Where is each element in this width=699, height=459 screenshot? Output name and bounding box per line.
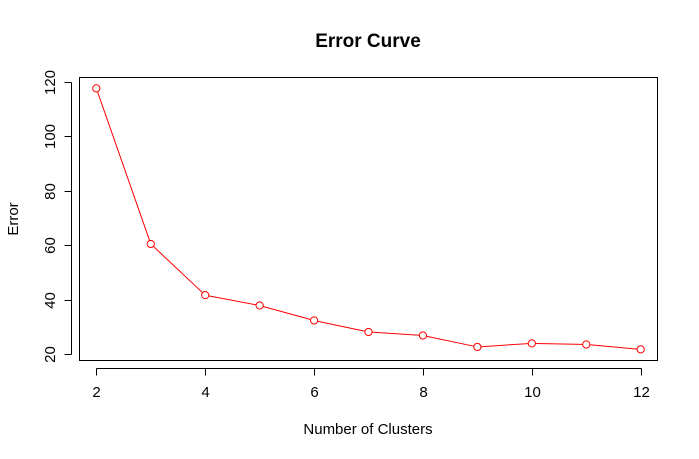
x-tick-label: 6 <box>310 384 318 401</box>
chart-title: Error Curve <box>315 31 421 52</box>
data-point <box>201 291 210 300</box>
y-tick-label: 20 <box>42 346 59 363</box>
series-layer <box>92 84 645 354</box>
x-tick-label: 4 <box>201 384 209 401</box>
series-line-segment <box>208 295 257 306</box>
x-tick-label: 8 <box>419 384 427 401</box>
series-line-segment <box>535 342 583 345</box>
y-tick-label: 40 <box>42 292 59 309</box>
series-line-segment <box>426 335 474 347</box>
x-tick-label: 12 <box>633 384 650 401</box>
series-line-segment <box>480 343 529 348</box>
y-tick-label: 120 <box>42 70 59 95</box>
x-axis-label: Number of Clusters <box>303 421 432 438</box>
data-point <box>255 301 264 310</box>
data-point <box>92 84 101 93</box>
data-point <box>364 327 373 337</box>
data-point <box>309 316 319 325</box>
data-point <box>473 342 482 352</box>
series-line-segment <box>262 305 311 321</box>
y-tick-label: 80 <box>42 183 59 200</box>
data-point <box>636 345 645 354</box>
data-point <box>418 331 428 340</box>
x-axis: 2 4 6 8 10 12 <box>92 368 650 401</box>
data-point <box>582 340 591 349</box>
series-line-segment <box>372 331 420 336</box>
series-line-segment <box>317 320 366 332</box>
y-tick-label: 100 <box>42 124 59 149</box>
series-line-segment <box>153 246 203 294</box>
y-axis-label: Error <box>5 202 22 235</box>
y-tick-label: 60 <box>42 237 59 254</box>
x-tick-label: 2 <box>92 384 100 401</box>
plot-area-border <box>79 77 658 361</box>
data-point <box>146 239 155 249</box>
y-axis: 20 40 60 80 100 120 <box>42 70 72 363</box>
data-point <box>527 339 536 348</box>
series-line-segment <box>589 344 638 350</box>
series-line-segment <box>97 91 151 241</box>
x-tick-label: 10 <box>524 384 541 401</box>
